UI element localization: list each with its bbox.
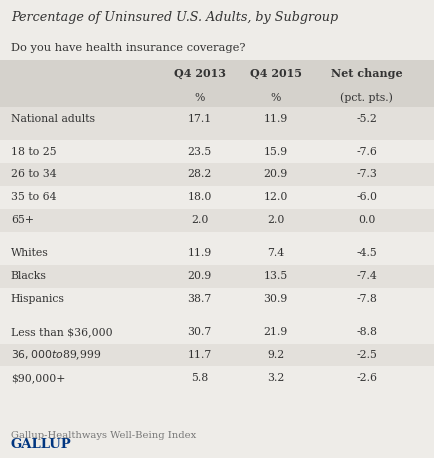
Text: 12.0: 12.0	[263, 192, 288, 202]
Text: $90,000+: $90,000+	[11, 373, 65, 383]
Bar	[0, 140, 434, 163]
Bar	[0, 311, 434, 321]
Text: 21.9: 21.9	[263, 327, 288, 337]
Text: 17.1: 17.1	[187, 114, 212, 124]
Text: Do you have health insurance coverage?: Do you have health insurance coverage?	[11, 43, 245, 53]
Text: 13.5: 13.5	[263, 271, 288, 281]
Text: Whites: Whites	[11, 248, 49, 258]
Text: 30.7: 30.7	[187, 327, 212, 337]
Text: Less than $36,000: Less than $36,000	[11, 327, 112, 337]
Bar	[0, 163, 434, 186]
Text: -4.5: -4.5	[356, 248, 377, 258]
Bar	[0, 288, 434, 311]
Text: National adults: National adults	[11, 114, 95, 124]
Text: -2.5: -2.5	[356, 350, 377, 360]
Text: (pct. pts.): (pct. pts.)	[340, 92, 393, 103]
Text: 20.9: 20.9	[187, 271, 212, 281]
Text: 11.9: 11.9	[187, 248, 212, 258]
Text: 35 to 64: 35 to 64	[11, 192, 56, 202]
Text: 9.2: 9.2	[267, 350, 284, 360]
Bar	[0, 321, 434, 344]
Text: -7.8: -7.8	[356, 294, 377, 304]
Text: 18.0: 18.0	[187, 192, 212, 202]
Text: -7.6: -7.6	[356, 147, 377, 157]
Bar	[0, 232, 434, 242]
Text: %: %	[194, 93, 205, 103]
Bar	[0, 344, 434, 366]
Text: 15.9: 15.9	[263, 147, 288, 157]
Text: Net change: Net change	[331, 68, 403, 79]
Text: 7.4: 7.4	[267, 248, 284, 258]
Text: 28.2: 28.2	[187, 169, 212, 180]
Text: 2.0: 2.0	[267, 215, 284, 225]
Text: Q4 2013: Q4 2013	[174, 68, 226, 79]
Text: Hispanics: Hispanics	[11, 294, 65, 304]
Bar	[0, 366, 434, 389]
Text: 0.0: 0.0	[358, 215, 375, 225]
Text: 65+: 65+	[11, 215, 34, 225]
Text: -7.3: -7.3	[356, 169, 377, 180]
Text: Percentage of Uninsured U.S. Adults, by Subgroup: Percentage of Uninsured U.S. Adults, by …	[11, 11, 338, 24]
Text: GALLUP: GALLUP	[11, 438, 72, 451]
Text: 3.2: 3.2	[267, 373, 284, 383]
Bar	[0, 60, 434, 389]
Bar	[0, 60, 434, 107]
Text: 20.9: 20.9	[263, 169, 288, 180]
Text: 5.8: 5.8	[191, 373, 208, 383]
Text: 18 to 25: 18 to 25	[11, 147, 56, 157]
Text: 38.7: 38.7	[187, 294, 212, 304]
Bar	[0, 242, 434, 265]
Text: -7.4: -7.4	[356, 271, 377, 281]
Bar	[0, 186, 434, 209]
Text: 11.9: 11.9	[263, 114, 288, 124]
Bar	[0, 209, 434, 232]
Text: -8.8: -8.8	[356, 327, 377, 337]
Text: 30.9: 30.9	[263, 294, 288, 304]
Text: 23.5: 23.5	[187, 147, 212, 157]
Text: Q4 2015: Q4 2015	[250, 68, 302, 79]
Text: -5.2: -5.2	[356, 114, 377, 124]
Text: -2.6: -2.6	[356, 373, 377, 383]
Text: 26 to 34: 26 to 34	[11, 169, 56, 180]
Text: Blacks: Blacks	[11, 271, 47, 281]
Bar	[0, 107, 434, 130]
Text: Gallup-Healthways Well-Being Index: Gallup-Healthways Well-Being Index	[11, 431, 196, 440]
Text: 11.7: 11.7	[187, 350, 212, 360]
Text: 2.0: 2.0	[191, 215, 208, 225]
Text: -6.0: -6.0	[356, 192, 377, 202]
Text: $36,000 to $89,999: $36,000 to $89,999	[11, 348, 101, 362]
Bar	[0, 130, 434, 140]
Text: %: %	[270, 93, 281, 103]
Bar	[0, 265, 434, 288]
